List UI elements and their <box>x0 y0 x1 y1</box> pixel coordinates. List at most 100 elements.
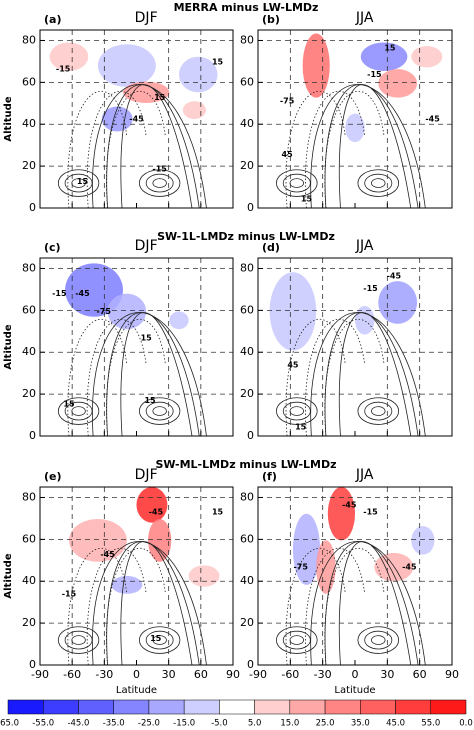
panel-label: (a) <box>44 13 61 26</box>
contour-line <box>282 173 311 193</box>
contour-line-negative <box>285 319 346 437</box>
contour-label: 45 <box>287 360 299 369</box>
y-tick-label: 40 <box>22 345 36 358</box>
panel-label: (e) <box>44 470 62 483</box>
contour-line <box>64 630 93 650</box>
x-tick-label: -60 <box>63 668 81 681</box>
panel-title: DJF <box>135 467 158 483</box>
shading <box>122 81 170 103</box>
panel: 0 20 40 60 80 (d) JJA -15 -45 45 15 <box>240 238 453 442</box>
y-tick-label: 60 <box>22 75 36 88</box>
contour-label: 45 <box>282 150 294 159</box>
contour-line <box>106 541 200 666</box>
contour-label: -45 <box>342 500 357 509</box>
colorbar-segment <box>113 699 150 715</box>
x-tick-label: 30 <box>380 668 394 681</box>
colorbar-label: 15.0 <box>280 719 299 729</box>
y-axis-label: Altitude <box>3 96 14 141</box>
contour-line-negative <box>106 319 166 437</box>
contour-label: -75 <box>293 563 308 572</box>
y-tick-label: 80 <box>22 490 36 503</box>
contour-line <box>71 635 86 645</box>
shading <box>101 106 133 132</box>
contour-label: 15 <box>384 43 396 52</box>
y-tick-label: 0 <box>29 658 36 671</box>
panel: 0 20 40 60 80 -90 -60 -30 0 30 60 90 Latitude (f) JJA -… <box>240 467 459 696</box>
colorbar-label: 55.0 <box>421 719 440 729</box>
shading <box>111 576 143 594</box>
shading <box>136 487 168 523</box>
contour-label: 15 <box>212 507 224 516</box>
contour-label: 15 <box>77 177 89 186</box>
contour-line <box>282 630 311 650</box>
contour-label: -15 <box>52 289 67 298</box>
x-tick-label: 90 <box>226 668 240 681</box>
contour-label: -15 <box>152 164 167 173</box>
contour-label: 15 <box>63 399 75 408</box>
colorbar-segment <box>289 699 326 715</box>
contour-line-negative <box>67 91 128 209</box>
colorbar-segment <box>360 699 396 715</box>
contour-line <box>338 84 412 209</box>
x-axis-label: Latitude <box>334 685 375 696</box>
x-tick-label: 0 <box>352 668 359 681</box>
colorbar-label: 0.0 <box>459 719 473 729</box>
panel-title: DJF <box>135 10 158 26</box>
shading <box>411 46 443 68</box>
colorbar-segment <box>7 699 44 715</box>
contour-line-negative <box>305 91 366 209</box>
shading <box>169 311 189 330</box>
shading <box>188 565 220 587</box>
colorbar-label: 25.0 <box>316 719 335 729</box>
panel-title: JJA <box>355 10 374 26</box>
shading <box>107 293 147 330</box>
contour-line-negative <box>67 319 128 437</box>
shading <box>302 33 330 98</box>
colorbar-segment <box>324 699 361 715</box>
shading <box>65 263 123 317</box>
panel: 0 20 40 60 80 -90 -60 -30 0 30 60 90 Latitude Altitud… <box>3 467 240 696</box>
contour-line <box>364 630 393 650</box>
panel-title: JJA <box>355 467 374 483</box>
shading <box>97 44 156 87</box>
contour-label: -15 <box>363 284 378 293</box>
contour-label: -45 <box>387 271 402 280</box>
shading <box>374 552 414 582</box>
x-axis-label: Latitude <box>116 685 157 696</box>
x-tick-label: 30 <box>162 668 176 681</box>
y-tick-label: 20 <box>240 616 254 629</box>
contour-line-negative <box>67 548 128 666</box>
colorbar-label: -15.0 <box>173 719 195 729</box>
contour-line-negative <box>324 548 385 666</box>
panel: 0 20 40 60 80 (b) JJA -15 15 -75 -45 45 15 <box>240 10 453 214</box>
panel-label: (b) <box>262 13 280 26</box>
contour-line <box>357 626 400 654</box>
contour-line-negative <box>86 319 147 437</box>
contour-line <box>338 312 412 437</box>
contour-line <box>364 401 393 421</box>
y-tick-label: 60 <box>240 532 254 545</box>
contour-line <box>371 178 386 188</box>
shading <box>68 519 127 562</box>
shading <box>316 540 336 594</box>
y-tick-label: 0 <box>29 429 36 442</box>
shading <box>178 56 218 93</box>
shading <box>292 513 321 585</box>
x-tick-label: -90 <box>31 668 49 681</box>
contour-label: -75 <box>280 97 295 106</box>
panel-label: (c) <box>44 241 61 254</box>
contour-line <box>120 84 193 209</box>
shading <box>378 69 418 98</box>
colorbar-segment <box>78 699 114 715</box>
contour-line <box>289 635 304 645</box>
y-tick-label: 20 <box>22 159 36 172</box>
y-tick-label: 0 <box>29 201 36 214</box>
contour-label: -75 <box>96 307 111 316</box>
contour-line-negative <box>86 91 147 209</box>
contour-label: -45 <box>75 289 90 298</box>
y-tick-label: 0 <box>247 429 254 442</box>
y-tick-label: 60 <box>240 75 254 88</box>
y-tick-label: 0 <box>247 658 254 671</box>
colorbar-label: 35.0 <box>351 719 370 729</box>
